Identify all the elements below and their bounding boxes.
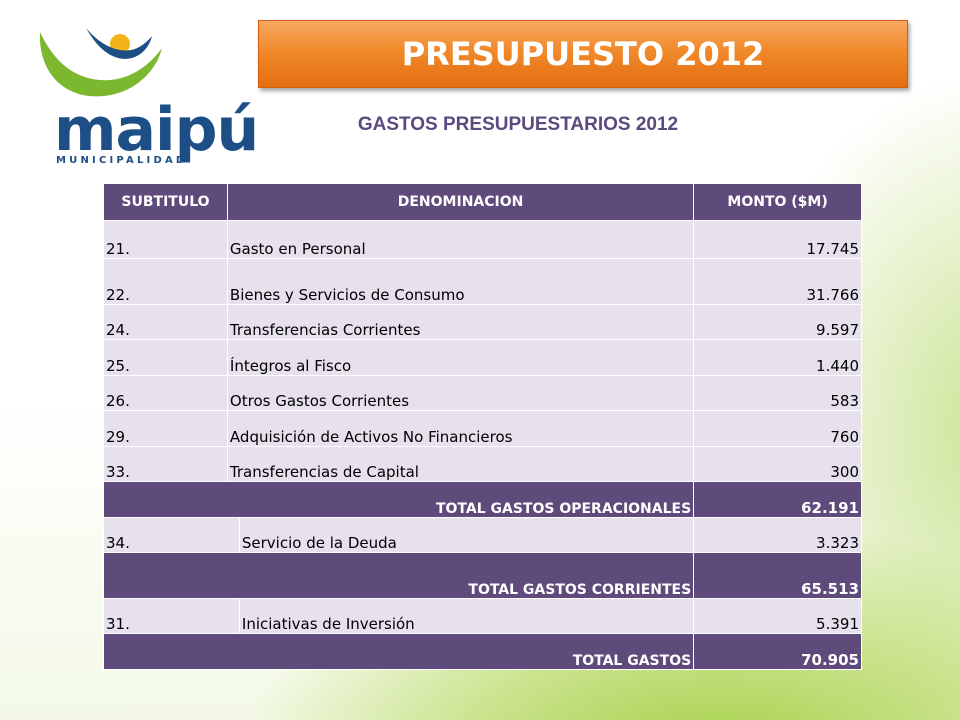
row-code: 33.	[103, 446, 228, 482]
total-corrientes-amount: 65.513	[693, 552, 862, 599]
row-name: Adquisición de Activos No Financieros	[226, 410, 695, 447]
row-code: 34.	[103, 517, 240, 553]
maipu-logo: maipú MUNICIPALIDAD	[34, 22, 259, 172]
total-gastos-amount: 70.905	[693, 633, 862, 670]
total-operacionales-label: TOTAL GASTOS OPERACIONALES	[102, 481, 695, 518]
table-row: 24. Transferencias Corrientes 9.597	[103, 304, 862, 340]
row-name: Iniciativas de Inversión	[238, 598, 695, 634]
total-operacionales-amount: 62.191	[693, 481, 862, 518]
row-amount: 5.391	[693, 598, 862, 634]
row-amount: 3.323	[693, 517, 862, 553]
row-code: 25.	[103, 339, 228, 376]
header-denominacion: DENOMINACION	[226, 183, 695, 221]
total-gastos-row: TOTAL GASTOS 70.905	[102, 633, 862, 670]
row-code: 22.	[103, 258, 228, 305]
total-corrientes-row: TOTAL GASTOS CORRIENTES 65.513	[102, 552, 862, 599]
row-code: 24.	[103, 304, 228, 340]
row-amount: 300	[693, 446, 862, 482]
page-title: PRESUPUESTO 2012	[401, 35, 765, 73]
total-operacionales-row: TOTAL GASTOS OPERACIONALES 62.191	[102, 481, 862, 518]
logo-subtitle: MUNICIPALIDAD	[56, 155, 188, 166]
row-amount: 31.766	[693, 258, 862, 305]
table-row: 29. Adquisición de Activos No Financiero…	[103, 410, 862, 447]
table-row: 21. Gasto en Personal 17.745	[103, 220, 862, 259]
row-code: 26.	[103, 375, 228, 411]
total-gastos-label: TOTAL GASTOS	[102, 633, 695, 670]
table-row: 31. Iniciativas de Inversión 5.391	[103, 598, 862, 634]
header-monto: MONTO ($M)	[693, 183, 862, 221]
row-amount: 760	[693, 410, 862, 447]
row-name: Bienes y Servicios de Consumo	[226, 258, 695, 305]
header-subtitulo: SUBTITULO	[103, 183, 228, 221]
row-name: Gasto en Personal	[226, 220, 695, 259]
logo-figure-icon	[39, 28, 162, 97]
budget-table: SUBTITULO DENOMINACION MONTO ($M) 21. Ga…	[102, 183, 862, 670]
row-name: Íntegros al Fisco	[226, 339, 695, 376]
row-code: 21.	[103, 220, 228, 259]
table-header-row: SUBTITULO DENOMINACION MONTO ($M)	[103, 183, 862, 221]
row-name: Transferencias de Capital	[226, 446, 695, 482]
row-amount: 1.440	[693, 339, 862, 376]
row-amount: 583	[693, 375, 862, 411]
table-row: 34. Servicio de la Deuda 3.323	[103, 517, 862, 553]
row-name: Servicio de la Deuda	[238, 517, 695, 553]
table-row: 26. Otros Gastos Corrientes 583	[103, 375, 862, 411]
row-amount: 9.597	[693, 304, 862, 340]
page-subtitle: GASTOS PRESUPUESTARIOS 2012	[357, 114, 679, 135]
table-row: 25. Íntegros al Fisco 1.440	[103, 339, 862, 376]
title-banner: PRESUPUESTO 2012	[258, 20, 908, 88]
row-amount: 17.745	[693, 220, 862, 259]
row-code: 29.	[103, 410, 228, 447]
row-name: Otros Gastos Corrientes	[226, 375, 695, 411]
row-name: Transferencias Corrientes	[226, 304, 695, 340]
logo-wordmark: maipú	[54, 95, 259, 165]
table-row: 22. Bienes y Servicios de Consumo 31.766	[103, 258, 862, 305]
total-corrientes-label: TOTAL GASTOS CORRIENTES	[102, 552, 695, 599]
row-code: 31.	[103, 598, 240, 634]
table-row: 33. Transferencias de Capital 300	[103, 446, 862, 482]
